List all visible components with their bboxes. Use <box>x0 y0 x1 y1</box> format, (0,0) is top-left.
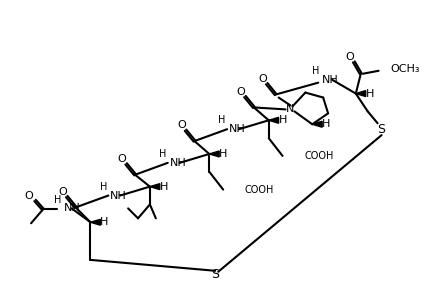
Text: H: H <box>100 181 107 192</box>
Text: S: S <box>211 268 219 281</box>
Text: H: H <box>218 115 226 125</box>
Text: COOH: COOH <box>245 184 274 195</box>
Text: COOH: COOH <box>304 151 334 161</box>
Text: H: H <box>160 181 168 192</box>
Polygon shape <box>356 91 366 97</box>
Text: H: H <box>322 119 330 129</box>
Text: O: O <box>58 187 67 196</box>
Text: H: H <box>219 149 227 159</box>
Polygon shape <box>150 184 160 190</box>
Text: O: O <box>25 190 33 201</box>
Polygon shape <box>312 121 322 127</box>
Text: NH: NH <box>322 75 339 85</box>
Text: H: H <box>54 196 62 205</box>
Text: NH: NH <box>110 190 127 201</box>
Text: OCH₃: OCH₃ <box>390 64 420 74</box>
Text: O: O <box>118 154 127 164</box>
Text: NH: NH <box>229 124 246 134</box>
Text: NH: NH <box>169 158 187 168</box>
Polygon shape <box>209 151 219 157</box>
Text: NH: NH <box>64 203 80 213</box>
Text: O: O <box>259 74 267 84</box>
Text: H: H <box>100 217 109 227</box>
Text: N: N <box>286 104 294 115</box>
Text: O: O <box>237 87 245 97</box>
Text: H: H <box>159 149 166 159</box>
Text: O: O <box>177 120 186 130</box>
Polygon shape <box>269 117 279 123</box>
Text: H: H <box>278 115 287 125</box>
Text: H: H <box>366 89 374 99</box>
Text: S: S <box>377 123 386 136</box>
Text: O: O <box>345 52 354 62</box>
Polygon shape <box>90 219 101 225</box>
Text: H: H <box>312 66 319 76</box>
